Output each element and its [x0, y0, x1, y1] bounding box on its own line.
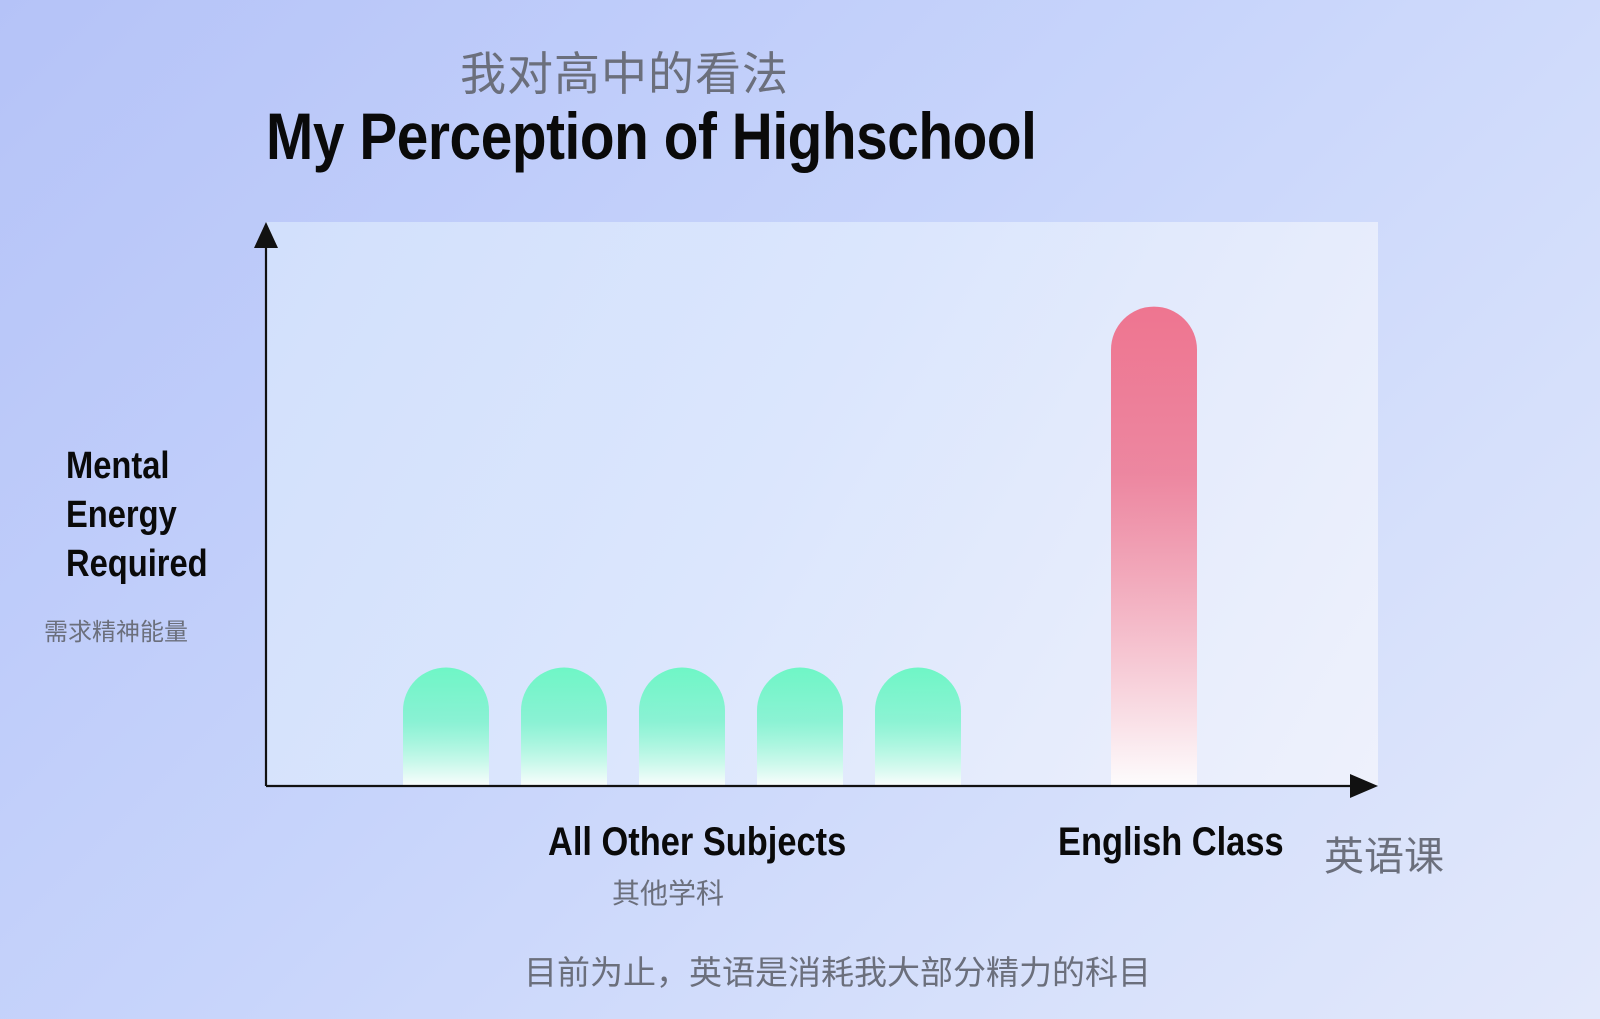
bar-other-subject-1 — [403, 667, 489, 786]
bar-other-subject-4 — [757, 667, 843, 786]
y-axis-arrow-icon — [254, 222, 278, 248]
bar-english-class — [1111, 306, 1197, 786]
y-axis-label-line-1: Mental — [66, 445, 170, 487]
bar-other-subject-2 — [521, 667, 607, 786]
y-axis-label-line-3: Required — [66, 543, 208, 585]
category-label-english-class-cn: 英语课 — [1324, 834, 1444, 880]
axes — [254, 222, 1378, 798]
x-axis-arrow-icon — [1350, 774, 1378, 798]
y-axis-label-line-2: Energy — [66, 494, 177, 536]
y-axis-label: Mental Energy Required — [66, 442, 208, 589]
chart-subtitle: 我对高中的看法 — [460, 47, 789, 101]
bar-other-subject-5 — [875, 667, 961, 786]
category-label-english-class: English Class — [1058, 820, 1284, 864]
bar-other-subject-3 — [639, 667, 725, 786]
category-label-other-subjects-cn: 其他学科 — [612, 877, 725, 910]
chart-caption: 目前为止，英语是消耗我大部分精力的科目 — [524, 953, 1151, 992]
chart-title: My Perception of Highschool — [266, 99, 1037, 173]
bars — [403, 306, 1197, 786]
category-label-other-subjects: All Other Subjects — [548, 820, 847, 864]
y-axis-label-cn: 需求精神能量 — [44, 618, 188, 646]
